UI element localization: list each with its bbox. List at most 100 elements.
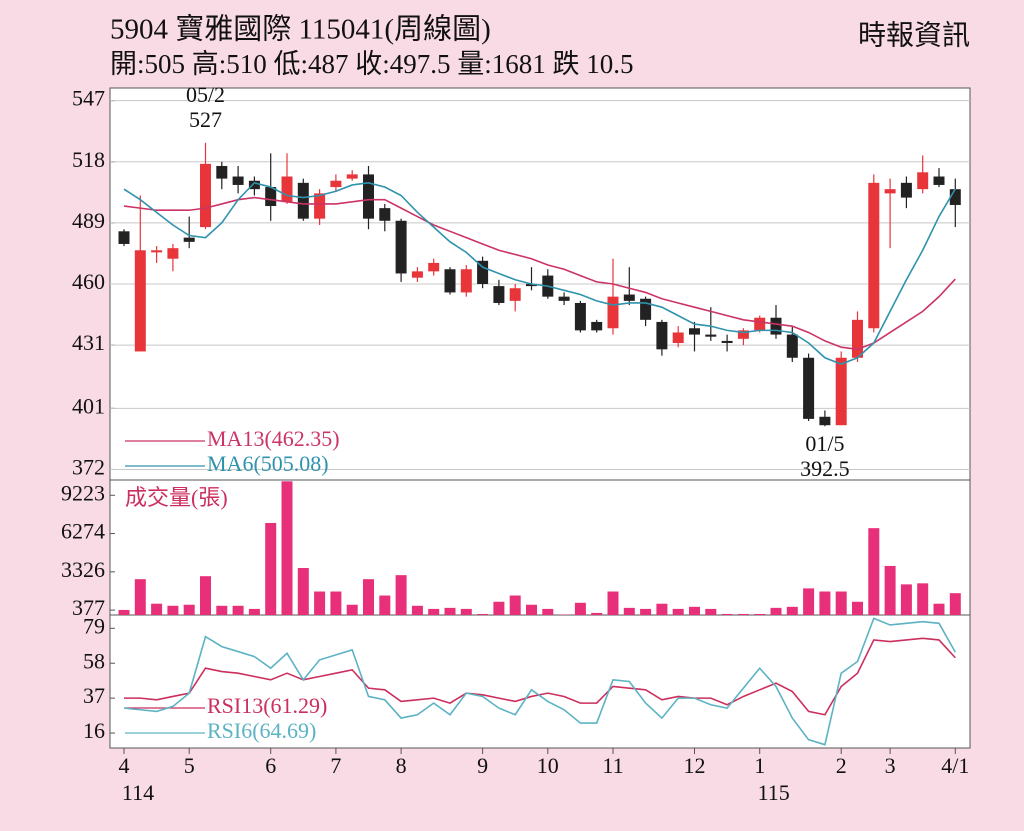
volume-bar: [379, 595, 391, 615]
volume-bar: [803, 588, 815, 615]
candle-body: [477, 260, 489, 284]
volume-bar: [737, 613, 749, 615]
volume-bar: [134, 579, 146, 615]
candle-body: [444, 269, 456, 293]
y-tick-label: 79: [83, 613, 105, 638]
x-tick-label: 7: [330, 753, 341, 778]
candle-body: [118, 231, 130, 244]
panel-title: 成交量(張): [125, 485, 228, 510]
legend-label: MA13(462.35): [207, 426, 340, 451]
volume-bar: [363, 579, 374, 615]
volume-bar: [346, 604, 358, 615]
candle-body: [591, 321, 603, 331]
candle-body: [949, 189, 961, 205]
volume-bar: [786, 606, 798, 615]
volume-bar: [297, 568, 309, 615]
y-tick-label: 377: [72, 595, 105, 620]
x-tick-label: 5: [184, 753, 195, 778]
candle-body: [574, 302, 586, 331]
candle-body: [281, 176, 293, 202]
x-tick-label: 1: [754, 753, 765, 778]
volume-bar: [248, 608, 260, 615]
y-tick-label: 460: [72, 269, 105, 294]
x-tick-label: 6: [265, 753, 276, 778]
y-tick-label: 489: [72, 208, 105, 233]
volume-bar: [640, 608, 652, 615]
volume-bar: [852, 601, 863, 615]
y-tick-label: 518: [72, 147, 105, 172]
volume-bar: [900, 584, 912, 615]
volume-bar: [232, 605, 244, 615]
candle-body: [297, 182, 309, 219]
candle-body: [607, 296, 619, 329]
x-tick-label: 11: [602, 753, 623, 778]
candle-body: [689, 328, 700, 335]
candle-body: [509, 288, 521, 301]
y-tick-label: 547: [72, 86, 105, 111]
volume-bar: [591, 612, 603, 615]
title: 5904 寶雅國際 115041(周線圖): [110, 13, 491, 46]
indicator-line: [123, 181, 956, 365]
volume-bar: [151, 603, 163, 615]
quote-info: 開:505 高:510 低:487 收:497.5 量:1681 跌 10.5: [110, 49, 634, 79]
candle-body: [819, 416, 831, 426]
candle-body: [395, 220, 407, 274]
volume-bar: [868, 528, 880, 615]
candle-body: [167, 248, 179, 259]
volume-bar: [607, 591, 619, 615]
candle-body: [379, 208, 391, 221]
candle-body: [248, 180, 260, 190]
candle-body: [884, 189, 896, 194]
volume-bar: [167, 605, 179, 615]
candle-body: [460, 269, 472, 293]
year-label: 115: [758, 780, 790, 805]
volume-bar: [395, 575, 407, 615]
candle-body: [216, 165, 228, 179]
candle-body: [803, 357, 815, 419]
volume-bar: [493, 601, 505, 615]
candle-body: [721, 340, 733, 344]
volume-bar: [949, 593, 961, 615]
volume-bar: [884, 565, 896, 615]
legend-label: RSI13(61.29): [207, 693, 327, 718]
volume-bar: [265, 522, 277, 615]
candle-body: [705, 334, 717, 337]
y-tick-label: 6274: [61, 519, 105, 544]
annotation-value: 392.5: [800, 456, 850, 481]
volume-bar: [118, 609, 130, 615]
candle-body: [786, 334, 798, 358]
candle-body: [151, 250, 163, 253]
volume-bar: [672, 608, 684, 615]
candle-body: [330, 180, 342, 188]
volume-bar: [314, 591, 326, 615]
y-tick-label: 58: [83, 648, 105, 673]
y-tick-label: 401: [72, 393, 105, 418]
annotation-value: 527: [189, 107, 222, 132]
candle-body: [183, 237, 195, 242]
candle-body: [558, 296, 570, 301]
y-tick-label: 3326: [61, 557, 105, 582]
volume-bar: [460, 608, 472, 615]
volume-bar: [917, 583, 929, 615]
volume-bar: [411, 605, 423, 615]
volume-bar: [200, 576, 211, 615]
candle-body: [917, 172, 929, 190]
candle-body: [737, 330, 749, 339]
volume-bar: [574, 602, 586, 615]
x-tick-label: 2: [836, 753, 847, 778]
volume-bar: [477, 613, 489, 615]
volume-bar: [835, 591, 847, 615]
candle-body: [623, 294, 635, 301]
y-tick-label: 37: [83, 683, 105, 708]
annotation-date: 05/2: [186, 82, 225, 107]
candle-body: [411, 271, 423, 278]
candle-body: [346, 174, 358, 179]
candle-body: [900, 182, 912, 198]
y-tick-label: 431: [72, 330, 105, 355]
volume-bar: [281, 481, 293, 615]
volume-bar: [623, 607, 635, 615]
legend-label: RSI6(64.69): [207, 718, 316, 743]
candle-body: [656, 321, 668, 350]
